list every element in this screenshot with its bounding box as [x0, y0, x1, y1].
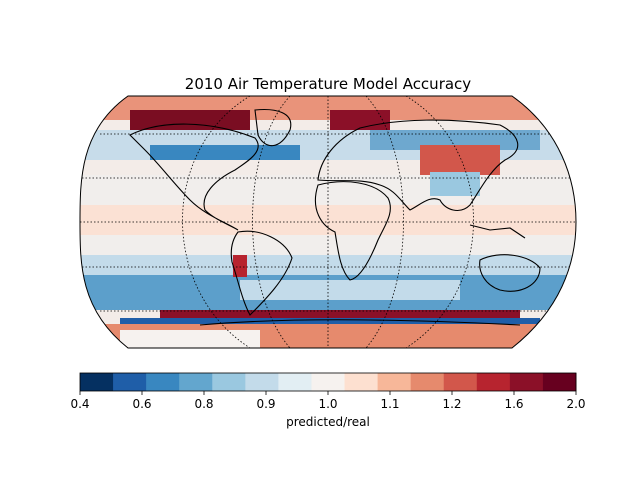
- south-light-band: [80, 255, 576, 275]
- south-light-patch: [240, 280, 460, 300]
- colorbar-cell: [80, 373, 114, 391]
- south-america-coast: [230, 230, 293, 316]
- colorbar-tick-label: 1.1: [380, 397, 399, 411]
- australia-coast: [479, 254, 541, 292]
- colorbar-cell: [212, 373, 246, 391]
- coastlines: [129, 108, 541, 326]
- antarctica-coast: [199, 319, 521, 326]
- colorbar-tick-label: 1.6: [504, 397, 523, 411]
- colorbar-tick-label: 1.0: [318, 397, 337, 411]
- globe-outline: [79, 95, 577, 349]
- siberia-red: [420, 145, 500, 175]
- antarctic-dark-red: [160, 310, 520, 320]
- colorbar-tick-label: 1.2: [442, 397, 461, 411]
- colorbar-cell: [377, 373, 412, 391]
- north-america-coast: [129, 123, 259, 231]
- colorbar-cell: [179, 373, 213, 391]
- colorbar-cells: [80, 373, 577, 391]
- africa-coast: [314, 181, 391, 281]
- colorbar-ticks: 0.4 0.6 0.8 0.9 1.0 1.1 1.2 1.6 2.0: [70, 391, 586, 411]
- colorbar-cell: [278, 373, 312, 391]
- colorbar-tick-label: 2.0: [566, 397, 585, 411]
- colorbar-cell: [344, 373, 379, 391]
- tropics-pink: [80, 205, 576, 235]
- colorbar-cell: [443, 373, 478, 391]
- colorbar: 0.4 0.6 0.8 0.9 1.0 1.1 1.2 1.6 2.0 predicted/re…: [70, 372, 586, 429]
- colorbar-tick-label: 0.4: [70, 397, 89, 411]
- china-blue: [430, 172, 480, 196]
- antarctic-dark-blue: [120, 318, 540, 324]
- indonesia-coast: [469, 224, 526, 239]
- eurasia-coast: [317, 119, 519, 211]
- map-panel: [79, 95, 577, 349]
- colorbar-tick-label: 0.9: [256, 397, 275, 411]
- colorbar-cell: [311, 373, 346, 391]
- colorbar-cell: [146, 373, 180, 391]
- colorbar-cell: [245, 373, 279, 391]
- chart-title: 2010 Air Temperature Model Accuracy: [185, 75, 472, 93]
- colorbar-cell: [476, 373, 511, 391]
- andes-red: [233, 255, 247, 277]
- colorbar-cell: [113, 373, 147, 391]
- colorbar-tick-label: 0.8: [194, 397, 213, 411]
- north-blue-patch: [150, 145, 300, 160]
- graticule: [80, 96, 576, 348]
- colorbar-cell: [542, 373, 577, 391]
- greenland-coast: [254, 108, 292, 147]
- colorbar-label: predicted/real: [286, 415, 370, 429]
- colorbar-cell: [509, 373, 544, 391]
- colorbar-cell: [410, 373, 445, 391]
- colorbar-tick-label: 0.6: [132, 397, 151, 411]
- antarctic-light: [120, 330, 260, 348]
